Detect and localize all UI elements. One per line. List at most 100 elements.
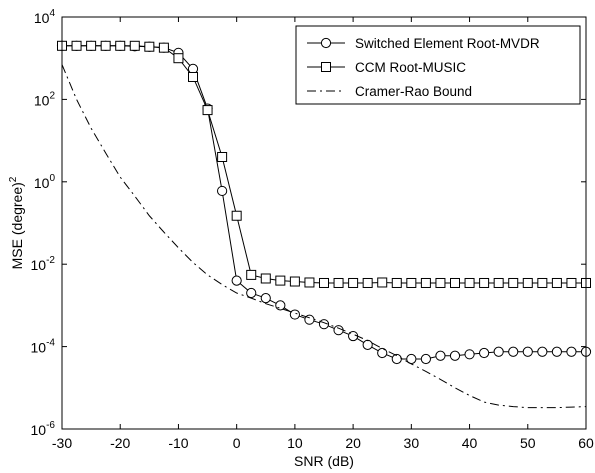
y-tick-base: 10 xyxy=(31,257,47,273)
legend-swatch-marker xyxy=(320,37,332,49)
legend-box xyxy=(295,25,581,105)
series-1 xyxy=(57,40,591,288)
series-1-point xyxy=(566,277,577,288)
y-axis-label-sup: 2 xyxy=(8,176,19,182)
series-1-point xyxy=(522,277,533,288)
series-1-point xyxy=(275,275,286,286)
series-1-point xyxy=(493,277,504,288)
y-tick-base: 10 xyxy=(34,10,50,26)
y-tick-base: 10 xyxy=(34,92,50,108)
legend-label: Cramer-Rao Bound xyxy=(355,84,472,99)
y-tick-exp: 0 xyxy=(49,173,55,184)
legend-item-2: Cramer-Rao Bound xyxy=(307,84,472,99)
series-1-point xyxy=(246,269,257,280)
legend-label: Switched Element Root-MVDR xyxy=(355,36,540,51)
series-1-point xyxy=(464,277,475,288)
series-1-point xyxy=(260,273,271,284)
series-1-point xyxy=(348,277,359,288)
series-0-point xyxy=(551,346,562,357)
y-tick-exp: -4 xyxy=(46,338,55,349)
series-0-point xyxy=(522,346,533,357)
y-tick-label: 10-4 xyxy=(31,338,56,356)
series-1-point xyxy=(144,41,155,52)
series-1-point xyxy=(86,40,97,51)
x-tick-label: -30 xyxy=(52,435,72,451)
series-0-point xyxy=(435,350,446,361)
series-1-point xyxy=(71,40,82,51)
y-tick-label: 10-2 xyxy=(31,255,56,273)
y-tick-label: 100 xyxy=(34,173,56,191)
series-1-point xyxy=(188,71,198,82)
legend-label: CCM Root-MUSIC xyxy=(355,60,466,75)
x-axis-label: SNR (dB) xyxy=(294,453,354,469)
series-1-point xyxy=(202,105,213,116)
legend-swatch-marker xyxy=(321,62,331,72)
series-0-point xyxy=(333,325,344,336)
series-1-point xyxy=(391,277,402,288)
series-1-point xyxy=(333,277,344,288)
series-1-point xyxy=(304,277,315,288)
series-0-point xyxy=(420,353,431,365)
y-tick-exp: -2 xyxy=(46,255,55,266)
y-tick-label: 102 xyxy=(34,90,56,108)
series-0-point xyxy=(217,185,228,197)
series-0-point xyxy=(391,353,402,365)
series-1-point xyxy=(435,277,446,288)
series-1-point xyxy=(479,277,490,288)
y-tick-base: 10 xyxy=(31,422,47,438)
y-tick-base: 10 xyxy=(31,340,47,356)
y-axis-label-main: MSE (degree) xyxy=(9,182,25,269)
y-tick-label: 104 xyxy=(34,8,56,26)
x-tick-label: -20 xyxy=(110,435,130,451)
series-0-point xyxy=(362,339,373,350)
series-0-point xyxy=(493,346,504,357)
series-1-point xyxy=(289,276,300,287)
series-1-point xyxy=(537,277,548,288)
series-0-point xyxy=(464,349,475,360)
x-tick-label: 10 xyxy=(287,435,303,451)
x-tick-label: 60 xyxy=(578,435,594,451)
series-0-point xyxy=(231,275,242,286)
x-tick-label: 20 xyxy=(345,435,361,451)
series-1-point xyxy=(420,277,431,288)
y-tick-exp: 2 xyxy=(49,90,55,101)
series-0-point xyxy=(275,300,286,311)
y-tick-exp: -6 xyxy=(46,420,55,431)
series-1-point xyxy=(362,277,373,288)
series-1-point xyxy=(450,277,460,288)
series-1-point xyxy=(377,277,388,288)
series-1-point xyxy=(100,40,111,51)
series-1-point xyxy=(158,42,169,53)
series-1-point xyxy=(115,40,126,51)
series-0-point xyxy=(479,347,490,359)
series-1-point xyxy=(129,40,140,51)
series-1-point xyxy=(231,210,242,221)
series-0-point xyxy=(449,350,461,361)
x-tick-label: 40 xyxy=(462,435,478,451)
series-0-point xyxy=(537,346,548,357)
series-1-point xyxy=(508,277,519,288)
series-0-point xyxy=(260,293,271,304)
series-1-point xyxy=(551,277,562,288)
legend: Switched Element Root-MVDR CCM Root-MUSIC… xyxy=(295,25,581,105)
plot-frame xyxy=(61,16,587,430)
series-0-point xyxy=(508,346,519,357)
series-1-point xyxy=(217,151,228,162)
x-tick-label: 0 xyxy=(233,435,241,451)
series-0-point xyxy=(566,346,577,357)
x-tick-label: 30 xyxy=(404,435,420,451)
y-tick-base: 10 xyxy=(34,175,50,191)
legend-item-0: Switched Element Root-MVDR xyxy=(307,36,540,51)
legend-items: Switched Element Root-MVDR CCM Root-MUSIC… xyxy=(307,36,540,99)
series-line-2 xyxy=(61,64,587,409)
x-tick-label: -10 xyxy=(168,435,188,451)
series-1-point xyxy=(319,277,329,288)
series-1-point xyxy=(173,53,184,64)
series-layer xyxy=(56,40,592,409)
series-0-point xyxy=(377,347,388,359)
y-tick-exp: 4 xyxy=(49,8,55,19)
x-axis-ticks: -30 -20 -10 0 10 20 30 40 50 60 xyxy=(52,17,594,451)
x-tick-label: 50 xyxy=(520,435,536,451)
